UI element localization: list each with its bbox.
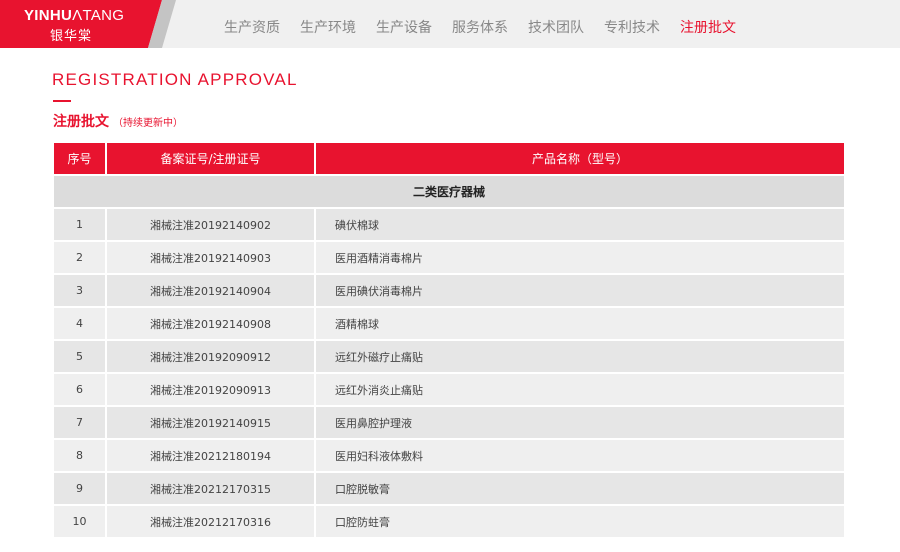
row-index: 7 <box>54 407 105 438</box>
section-title-cn: 注册批文 （持续更新中） <box>53 114 183 130</box>
row-index: 6 <box>54 374 105 405</box>
nav-item[interactable]: 专利技术 <box>604 20 660 36</box>
header-cert-number: 备案证号/注册证号 <box>107 143 314 174</box>
product-name: 远红外消炎止痛贴 <box>316 374 844 405</box>
table-row: 2 湘械注准20192140903 医用酒精消毒棉片 <box>54 242 844 273</box>
title-divider <box>53 100 71 102</box>
cert-number: 湘械注准20212170315 <box>107 473 314 504</box>
table-row: 7 湘械注准20192140915 医用鼻腔护理液 <box>54 407 844 438</box>
cert-number: 湘械注准20192140904 <box>107 275 314 306</box>
row-index: 2 <box>54 242 105 273</box>
cert-number: 湘械注准20192140915 <box>107 407 314 438</box>
logo[interactable]: YINHUΛTANG <box>24 7 125 24</box>
section-title-en: REGISTRATION APPROVAL <box>52 70 298 89</box>
table-row: 1 湘械注准20192140902 碘伏棉球 <box>54 209 844 240</box>
row-index: 5 <box>54 341 105 372</box>
nav-item[interactable]: 注册批文 <box>680 20 736 36</box>
table-row: 6 湘械注准20192090913 远红外消炎止痛贴 <box>54 374 844 405</box>
table-row: 3 湘械注准20192140904 医用碘伏消毒棉片 <box>54 275 844 306</box>
logo-chinese: 银华棠 <box>50 29 93 44</box>
main-menu: 生产资质 生产环境 生产设备 服务体系 技术团队 专利技术 注册批文 <box>224 17 736 37</box>
header-product-name: 产品名称（型号） <box>316 143 844 174</box>
cert-number: 湘械注准20212170316 <box>107 506 314 537</box>
cert-number: 湘械注准20192090913 <box>107 374 314 405</box>
table-row: 9 湘械注准20212170315 口腔脱敏膏 <box>54 473 844 504</box>
row-index: 8 <box>54 440 105 471</box>
table-row: 4 湘械注准20192140908 酒精棉球 <box>54 308 844 339</box>
nav-item[interactable]: 技术团队 <box>528 20 584 36</box>
category-row: 二类医疗器械 <box>54 176 844 207</box>
table-row: 8 湘械注准20212180194 医用妇科液体敷料 <box>54 440 844 471</box>
table-row: 5 湘械注准20192090912 远红外磁疗止痛贴 <box>54 341 844 372</box>
product-name: 酒精棉球 <box>316 308 844 339</box>
cert-number: 湘械注准20192140908 <box>107 308 314 339</box>
product-name: 医用酒精消毒棉片 <box>316 242 844 273</box>
product-name: 口腔防蛀膏 <box>316 506 844 537</box>
nav-item[interactable]: 生产设备 <box>376 20 432 36</box>
nav-item[interactable]: 生产资质 <box>224 20 280 36</box>
row-index: 1 <box>54 209 105 240</box>
registration-table: 序号 备案证号/注册证号 产品名称（型号） 二类医疗器械 1 湘械注准201921… <box>52 141 846 539</box>
product-name: 医用妇科液体敷料 <box>316 440 844 471</box>
table-row: 10 湘械注准20212170316 口腔防蛀膏 <box>54 506 844 537</box>
logo-background <box>0 0 176 48</box>
update-note: （持续更新中） <box>113 118 183 129</box>
cert-number: 湘械注准20192090912 <box>107 341 314 372</box>
row-index: 3 <box>54 275 105 306</box>
nav-item[interactable]: 服务体系 <box>452 20 508 36</box>
header-index: 序号 <box>54 143 105 174</box>
cert-number: 湘械注准20192140903 <box>107 242 314 273</box>
product-name: 远红外磁疗止痛贴 <box>316 341 844 372</box>
product-name: 碘伏棉球 <box>316 209 844 240</box>
cert-number: 湘械注准20212180194 <box>107 440 314 471</box>
nav-item[interactable]: 生产环境 <box>300 20 356 36</box>
product-name: 医用碘伏消毒棉片 <box>316 275 844 306</box>
row-index: 10 <box>54 506 105 537</box>
row-index: 4 <box>54 308 105 339</box>
cert-number: 湘械注准20192140902 <box>107 209 314 240</box>
row-index: 9 <box>54 473 105 504</box>
product-name: 口腔脱敏膏 <box>316 473 844 504</box>
product-name: 医用鼻腔护理液 <box>316 407 844 438</box>
top-nav: YINHUΛTANG 银华棠 生产资质 生产环境 生产设备 服务体系 技术团队 专利技术 注… <box>0 0 900 48</box>
